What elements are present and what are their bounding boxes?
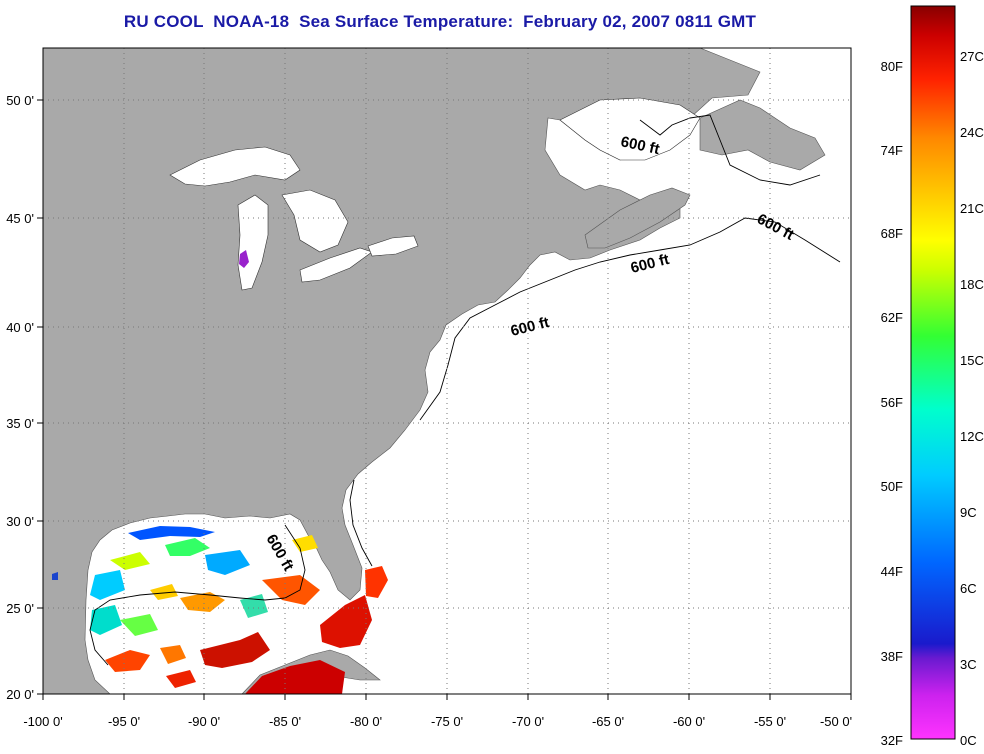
celsius-label: 27C <box>960 49 984 64</box>
lat-tick-label: 25 0' <box>6 601 34 616</box>
newfoundland <box>699 99 826 171</box>
lat-tick-label: 30 0' <box>6 514 34 529</box>
isobath-600ft-lines <box>89 114 841 666</box>
celsius-label: 18C <box>960 277 984 292</box>
lake-ontario <box>367 235 419 257</box>
lon-tick-label: -65 0' <box>592 714 624 729</box>
map-area: 600 ft 600 ft 600 ft 600 ft 600 ft <box>43 48 851 694</box>
fahrenheit-label: 62F <box>881 310 903 325</box>
lon-tick-label: -50 0' <box>820 714 852 729</box>
celsius-label: 0C <box>960 733 977 748</box>
lat-tick-label: 50 0' <box>6 93 34 108</box>
north-america-land <box>43 48 761 694</box>
lake-erie <box>299 247 373 283</box>
fahrenheit-label: 74F <box>881 143 903 158</box>
lon-tick-label: -85 0' <box>269 714 301 729</box>
lon-tick-label: -90 0' <box>188 714 220 729</box>
longitude-axis-labels: -100 0' -95 0' -90 0' -85 0' -80 0' -75 … <box>23 714 852 729</box>
celsius-label: 6C <box>960 581 977 596</box>
gulf-of-st-lawrence <box>559 97 701 161</box>
celsius-label: 24C <box>960 125 984 140</box>
color-scale-bar: 80F 74F 68F 62F 56F 50F 44F 38F 32F 27C … <box>881 5 984 748</box>
celsius-label: 3C <box>960 657 977 672</box>
celsius-label: 9C <box>960 505 977 520</box>
lake-huron <box>281 189 349 253</box>
celsius-label: 12C <box>960 429 984 444</box>
lat-tick-label: 35 0' <box>6 416 34 431</box>
lat-tick-label: 45 0' <box>6 211 34 226</box>
lon-tick-label: -75 0' <box>431 714 463 729</box>
lon-tick-label: -70 0' <box>512 714 544 729</box>
lat-tick-label: 20 0' <box>6 687 34 702</box>
lon-tick-label: -60 0' <box>673 714 705 729</box>
colorbar-celsius-labels: 27C 24C 21C 18C 15C 12C 9C 6C 3C 0C <box>960 49 984 748</box>
map-title: RU COOL NOAA-18 Sea Surface Temperature:… <box>123 12 757 31</box>
lon-tick-label: -80 0' <box>350 714 382 729</box>
fahrenheit-label: 44F <box>881 564 903 579</box>
fahrenheit-label: 32F <box>881 733 903 748</box>
lon-tick-label: -55 0' <box>754 714 786 729</box>
celsius-label: 21C <box>960 201 984 216</box>
colorbar-fahrenheit-labels: 80F 74F 68F 62F 56F 50F 44F 38F 32F <box>881 59 903 748</box>
fahrenheit-label: 38F <box>881 649 903 664</box>
fahrenheit-label: 68F <box>881 226 903 241</box>
lat-tick-label: 40 0' <box>6 320 34 335</box>
lon-tick-label: -95 0' <box>108 714 140 729</box>
nova-scotia <box>584 187 691 249</box>
lake-superior <box>169 146 301 187</box>
fahrenheit-label: 50F <box>881 479 903 494</box>
latitude-axis-labels: 20 0' 25 0' 30 0' 35 0' 40 0' 45 0' 50 0… <box>6 93 34 702</box>
color-scale-gradient <box>910 5 956 740</box>
axis-tick-marks <box>37 99 852 700</box>
celsius-label: 15C <box>960 353 984 368</box>
lon-tick-label: -100 0' <box>23 714 62 729</box>
fahrenheit-label: 80F <box>881 59 903 74</box>
lake-michigan <box>237 194 269 291</box>
fahrenheit-label: 56F <box>881 395 903 410</box>
